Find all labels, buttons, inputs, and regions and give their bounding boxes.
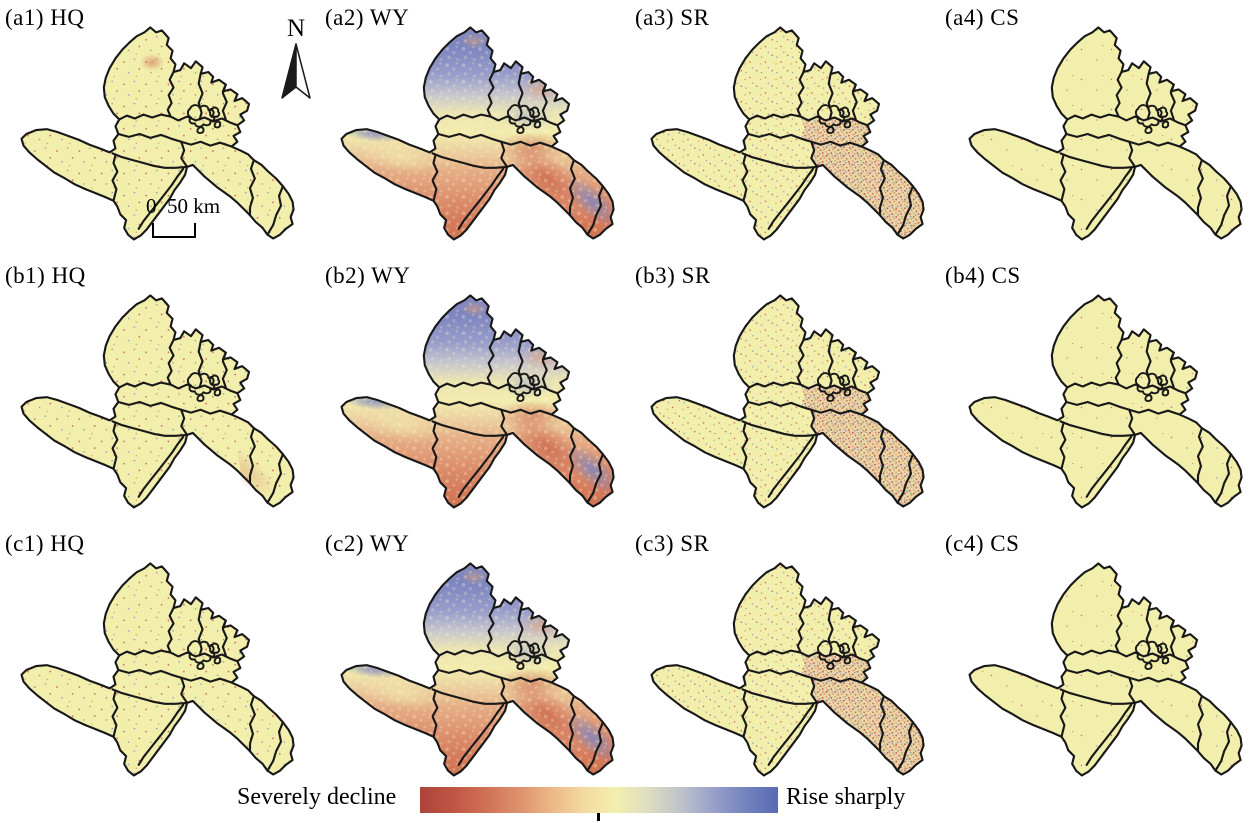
map-a3-sr	[638, 12, 940, 254]
legend-left-label: Severely decline	[237, 784, 397, 810]
panel-b4: (b4) CS	[940, 258, 1257, 526]
scale-distance-label: 50 km	[167, 194, 221, 218]
panel-label-c2: (c2) WY	[325, 531, 410, 556]
panel-a3: (a3) SR	[630, 0, 940, 258]
scale-zero-label: 0	[146, 194, 157, 218]
map-c1-hq	[8, 548, 310, 790]
panel-a4: (a4) CS	[940, 0, 1257, 258]
panel-label-c3: (c3) SR	[635, 531, 710, 556]
legend-gradient-bar	[420, 787, 778, 813]
scale-bar	[152, 223, 196, 238]
panel-label-b1: (b1) HQ	[5, 263, 86, 288]
panel-label-b3: (b3) SR	[635, 263, 711, 288]
panel-b1: (b1) HQ	[0, 258, 320, 526]
legend-center-tick	[597, 813, 600, 821]
panel-c2: (c2) WY	[320, 526, 630, 795]
panel-grid: (a1) HQ (a2) WY (a3) SR (a4) CS	[0, 0, 1257, 795]
panel-b2: (b2) WY	[320, 258, 630, 526]
panel-label-c1: (c1) HQ	[5, 531, 85, 556]
legend-right-label: Rise sharply	[786, 784, 906, 810]
panel-label-b4: (b4) CS	[945, 263, 1021, 288]
panel-label-b2: (b2) WY	[325, 263, 411, 288]
map-b2-wy	[328, 280, 630, 522]
scale-bar-labels: 0 50 km	[146, 194, 220, 219]
panel-label-a1: (a1) HQ	[5, 5, 85, 30]
map-b1-hq	[8, 280, 310, 522]
north-arrow: N	[272, 15, 320, 104]
panel-a1: (a1) HQ	[0, 0, 320, 258]
panel-c4: (c4) CS	[940, 526, 1257, 795]
panel-c1: (c1) HQ	[0, 526, 320, 795]
map-b3-sr	[638, 280, 940, 522]
panel-b3: (b3) SR	[630, 258, 940, 526]
panel-label-a4: (a4) CS	[945, 5, 1020, 30]
map-c3-sr	[638, 548, 940, 790]
panel-label-c4: (c4) CS	[945, 531, 1020, 556]
map-a4-cs	[956, 12, 1257, 254]
north-arrow-label: N	[286, 15, 306, 42]
map-a1-hq	[8, 12, 310, 254]
map-c2-wy	[328, 548, 630, 790]
map-c4-cs	[956, 548, 1257, 790]
north-arrow-icon	[281, 43, 311, 99]
map-a2-wy	[328, 12, 630, 254]
map-b4-cs	[956, 280, 1257, 522]
panel-a2: (a2) WY	[320, 0, 630, 258]
panel-c3: (c3) SR	[630, 526, 940, 795]
panel-label-a2: (a2) WY	[325, 5, 410, 30]
panel-label-a3: (a3) SR	[635, 5, 710, 30]
